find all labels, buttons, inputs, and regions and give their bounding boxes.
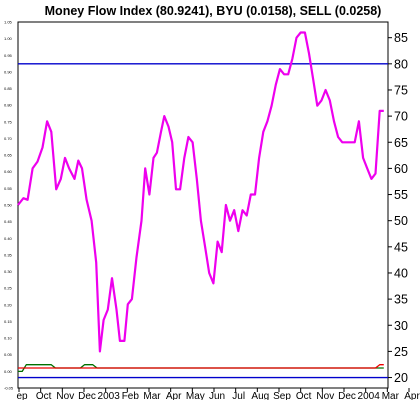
- x-tick-label: May: [186, 391, 205, 400]
- right-tick-label: 50: [394, 214, 408, 228]
- x-axis-ticks: ep Oct Nov Dec 2003 Feb Mar Apr May Jun Jul Aug Sep O…: [16, 388, 420, 402]
- sell-line: [18, 364, 384, 369]
- left-tick-label: 0.30: [4, 269, 13, 274]
- x-tick-label: Oct: [36, 391, 52, 400]
- x-tick-label: Oct: [296, 391, 312, 400]
- left-tick-label: 0.85: [4, 86, 13, 91]
- x-tick-label: Mar: [382, 391, 400, 400]
- left-tick-label: 1.05: [4, 20, 13, 25]
- x-tick-label: 2003: [98, 391, 121, 400]
- x-tick-label: Sep: [273, 391, 291, 400]
- reference-lines: [18, 63, 388, 379]
- left-tick-label: 0.10: [4, 336, 13, 341]
- x-tick-label: Feb: [122, 391, 140, 400]
- x-tick-label: Jul: [232, 391, 245, 400]
- left-axis-ticks: -0.05 0.00 0.05 0.10 0.15 0.20 0.25 0.30 0.35 0.4…: [4, 20, 14, 391]
- left-tick-label: 0.75: [4, 119, 13, 124]
- x-tick-label: Mar: [143, 391, 161, 400]
- right-tick-label: 40: [394, 266, 408, 280]
- x-tick-label: Jun: [209, 391, 225, 400]
- right-tick-label: 85: [394, 31, 408, 45]
- left-tick-label: 0.05: [4, 352, 13, 357]
- right-tick-label: 35: [394, 293, 408, 307]
- left-tick-label: 0.40: [4, 236, 13, 241]
- left-tick-label: 0.45: [4, 219, 13, 224]
- x-tick-label: ep: [16, 391, 28, 400]
- x-tick-label: Aug: [251, 391, 269, 400]
- left-tick-label: 0.55: [4, 186, 13, 191]
- left-tick-label: 0.00: [4, 369, 13, 374]
- right-tick-label: 80: [394, 57, 408, 71]
- left-tick-label: 0.35: [4, 252, 13, 257]
- x-tick-label: Nov: [56, 391, 74, 400]
- right-tick-label: 25: [394, 345, 408, 359]
- right-tick-label: 75: [394, 83, 408, 97]
- left-tick-label: 0.50: [4, 203, 13, 208]
- right-tick-label: 70: [394, 110, 408, 124]
- right-tick-label: 20: [394, 371, 408, 385]
- plot-border: [17, 21, 389, 389]
- left-tick-label: 0.80: [4, 103, 13, 108]
- left-tick-label: 0.60: [4, 169, 13, 174]
- x-tick-label: Apr: [166, 391, 182, 400]
- left-tick-label: 0.90: [4, 69, 13, 74]
- chart-title: Money Flow Index (80.9241), BYU (0.0158)…: [45, 4, 382, 18]
- right-tick-label: 45: [394, 240, 408, 254]
- left-tick-label: 0.65: [4, 153, 13, 158]
- series-layer: [17, 31, 384, 373]
- mfi-line: [17, 31, 384, 353]
- x-tick-label: 2004: [358, 391, 381, 400]
- right-tick-label: 65: [394, 136, 408, 150]
- x-tick-label: Dec: [338, 391, 356, 400]
- left-tick-label: 0.95: [4, 53, 13, 58]
- x-tick-label: Apr: [404, 391, 420, 400]
- plot-frame: [17, 21, 389, 389]
- right-tick-label: 60: [394, 162, 408, 176]
- left-tick-label: 0.70: [4, 136, 13, 141]
- left-tick-label: 1.00: [4, 36, 13, 41]
- x-tick-label: Nov: [316, 391, 334, 400]
- right-axis-ticks: 20 25 30 35 40 45 50 55 60 65 70 75 80 85: [388, 31, 408, 385]
- left-tick-label: 0.15: [4, 319, 13, 324]
- right-tick-label: 30: [394, 319, 408, 333]
- left-tick-label: -0.05: [4, 386, 14, 391]
- left-tick-label: 0.25: [4, 286, 13, 291]
- x-tick-label: Dec: [78, 391, 96, 400]
- right-tick-label: 55: [394, 188, 408, 202]
- left-tick-label: 0.20: [4, 302, 13, 307]
